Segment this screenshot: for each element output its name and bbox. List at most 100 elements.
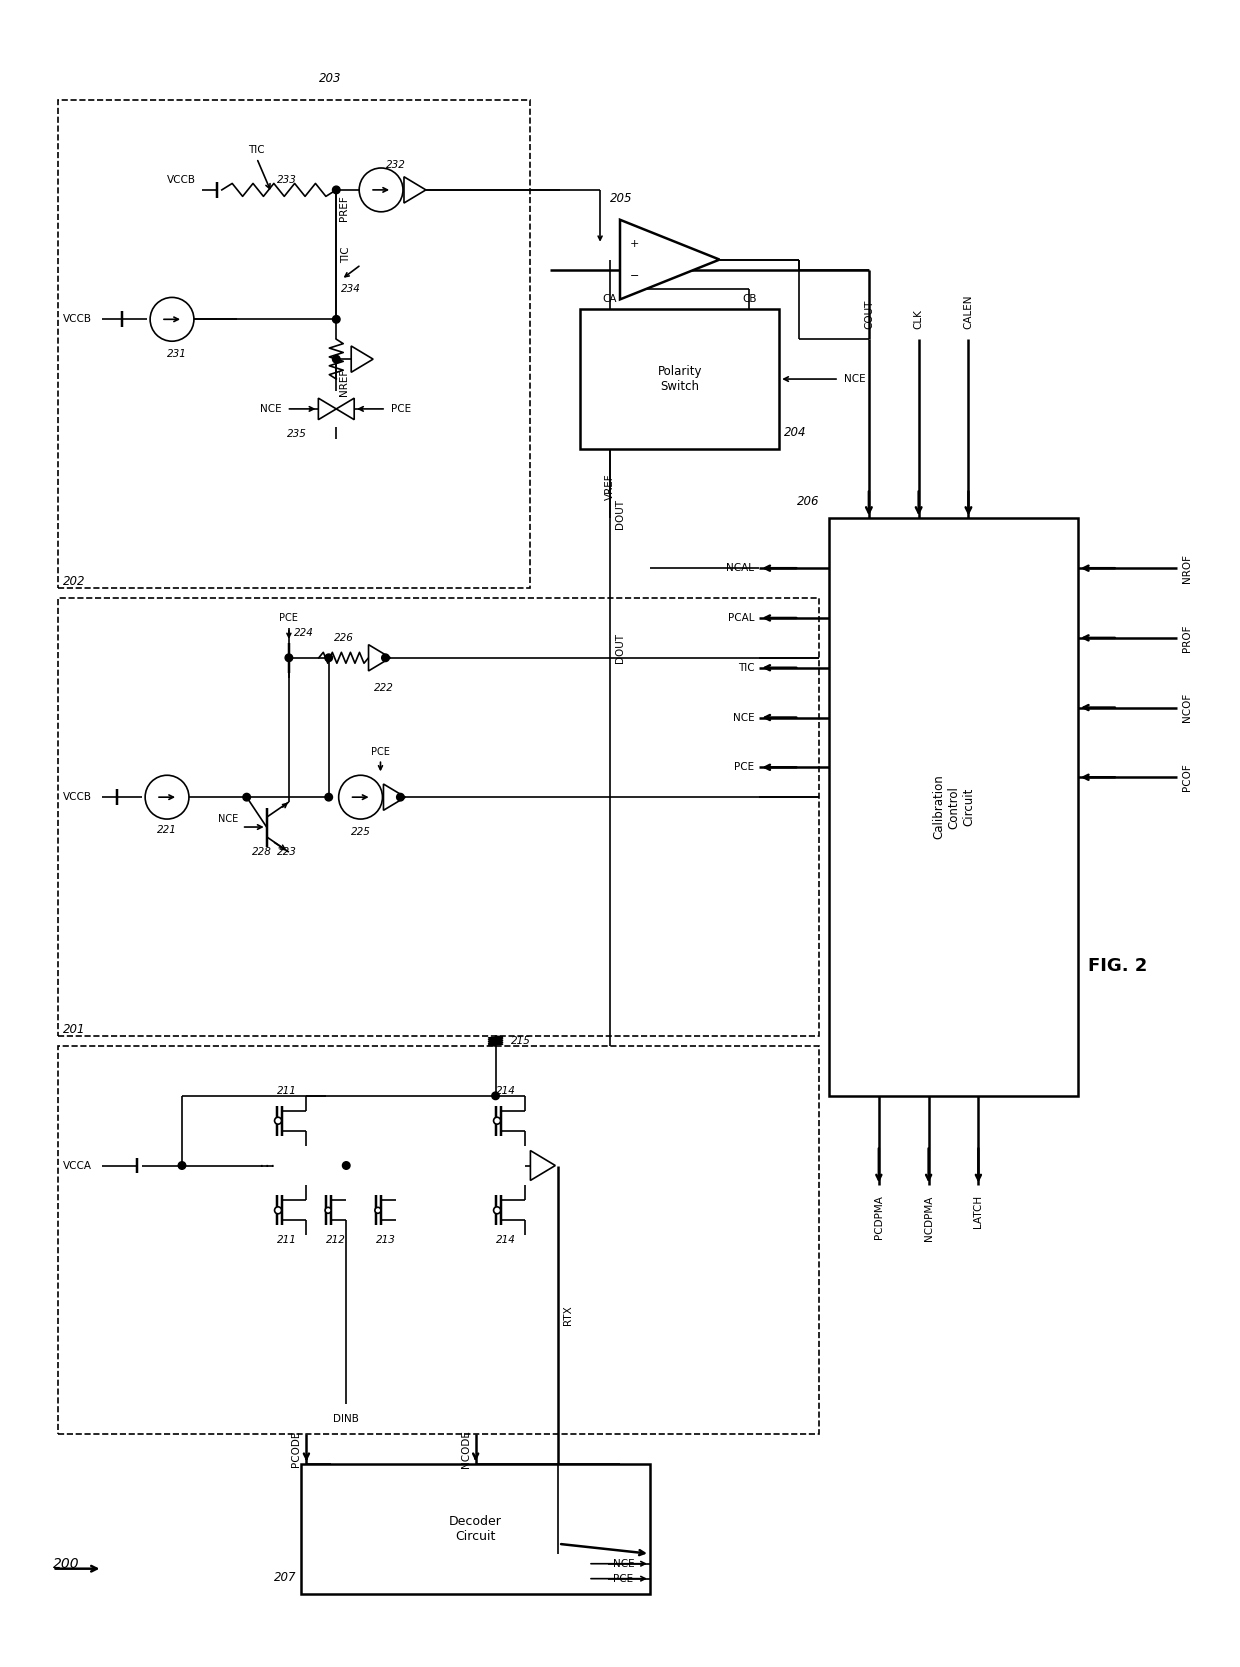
Circle shape (145, 775, 188, 818)
Text: −: − (630, 270, 640, 280)
Text: DOUT: DOUT (615, 633, 625, 663)
Text: COUT: COUT (864, 300, 874, 330)
Circle shape (382, 653, 389, 662)
Text: 212: 212 (326, 1235, 346, 1245)
Text: PCDPMA: PCDPMA (874, 1195, 884, 1239)
Text: VCCB: VCCB (167, 175, 196, 185)
Circle shape (332, 355, 340, 363)
Circle shape (325, 653, 332, 662)
Text: LATCH: LATCH (973, 1195, 983, 1229)
Text: 214: 214 (496, 1235, 516, 1245)
Bar (830, 518, 1078, 1095)
Text: 211: 211 (277, 1085, 296, 1095)
Text: VCCB: VCCB (62, 792, 92, 802)
Text: PROF: PROF (1183, 623, 1193, 652)
Text: 203: 203 (320, 72, 342, 85)
Text: NROF: NROF (1183, 553, 1193, 583)
Text: RTX: RTX (563, 1305, 573, 1325)
Text: 221: 221 (157, 825, 177, 835)
Circle shape (374, 1207, 381, 1214)
Text: 214: 214 (496, 1085, 516, 1095)
Text: PCE: PCE (279, 613, 299, 623)
Polygon shape (351, 347, 373, 372)
Text: Calibration
Control
Circuit: Calibration Control Circuit (932, 775, 975, 840)
Text: 211: 211 (277, 1235, 296, 1245)
Text: 226: 226 (334, 633, 353, 643)
Text: PCE: PCE (734, 762, 754, 772)
Circle shape (150, 297, 193, 342)
Circle shape (274, 1207, 281, 1214)
Circle shape (332, 187, 340, 193)
Text: PCOF: PCOF (1183, 763, 1193, 792)
Text: CALEN: CALEN (963, 295, 973, 330)
Text: 206: 206 (796, 495, 820, 508)
Text: TIC: TIC (248, 145, 265, 155)
Polygon shape (336, 398, 355, 420)
Text: TIC: TIC (341, 247, 351, 263)
Circle shape (179, 1162, 186, 1169)
Circle shape (243, 793, 250, 800)
Text: 224: 224 (294, 628, 314, 638)
Circle shape (494, 1117, 501, 1124)
Polygon shape (319, 398, 336, 420)
Bar (580, 310, 779, 448)
Circle shape (339, 775, 382, 818)
Text: 200: 200 (52, 1557, 79, 1570)
Text: NCE: NCE (613, 1559, 635, 1569)
Text: CB: CB (743, 295, 756, 305)
Text: 225: 225 (351, 827, 371, 837)
Text: PCE: PCE (391, 403, 412, 413)
Text: 207: 207 (274, 1570, 296, 1584)
Text: 215: 215 (511, 1037, 531, 1047)
Text: 205: 205 (610, 192, 632, 205)
Text: NCE: NCE (260, 403, 281, 413)
Text: DINB: DINB (334, 1414, 360, 1424)
Text: TIC: TIC (738, 663, 754, 673)
Text: Polarity
Switch: Polarity Switch (657, 365, 702, 393)
Circle shape (325, 793, 332, 800)
Circle shape (332, 315, 340, 323)
Text: NCE: NCE (218, 813, 239, 823)
Text: PCE: PCE (371, 747, 389, 757)
Circle shape (342, 1162, 350, 1169)
Text: 204: 204 (784, 425, 807, 438)
Circle shape (360, 168, 403, 212)
Text: NCDPMA: NCDPMA (924, 1195, 934, 1240)
Polygon shape (383, 783, 405, 810)
Text: CA: CA (603, 295, 618, 305)
Text: PCAL: PCAL (728, 613, 754, 623)
Bar (57, 100, 531, 588)
Circle shape (285, 653, 293, 662)
Text: +: + (630, 238, 640, 248)
Text: VCCA: VCCA (62, 1160, 92, 1170)
Bar (57, 1047, 820, 1434)
Text: 235: 235 (286, 428, 306, 438)
Text: PCE: PCE (613, 1574, 634, 1584)
Text: NCE: NCE (844, 373, 866, 383)
Text: NCAL: NCAL (727, 563, 754, 573)
Text: 222: 222 (373, 683, 393, 693)
Circle shape (397, 793, 404, 800)
Text: 201: 201 (62, 1024, 86, 1037)
Bar (57, 598, 820, 1037)
Text: NCOF: NCOF (1183, 693, 1193, 722)
Circle shape (325, 1207, 331, 1214)
Text: 228: 228 (252, 847, 272, 857)
Text: NREF: NREF (340, 368, 350, 397)
Circle shape (274, 1117, 281, 1124)
Polygon shape (531, 1150, 556, 1180)
Text: CLK: CLK (914, 310, 924, 330)
Text: 213: 213 (376, 1235, 396, 1245)
Text: 233: 233 (277, 175, 296, 185)
Text: NCE: NCE (733, 712, 754, 722)
Text: 231: 231 (167, 348, 187, 358)
Circle shape (494, 1207, 501, 1214)
Text: Decoder
Circuit: Decoder Circuit (449, 1515, 502, 1544)
Text: 223: 223 (277, 847, 296, 857)
Text: 232: 232 (386, 160, 405, 170)
Text: NCODE: NCODE (461, 1430, 471, 1469)
Text: 234: 234 (341, 285, 361, 295)
Text: 202: 202 (62, 575, 86, 588)
Polygon shape (620, 220, 719, 300)
Text: PCODE: PCODE (291, 1430, 301, 1467)
